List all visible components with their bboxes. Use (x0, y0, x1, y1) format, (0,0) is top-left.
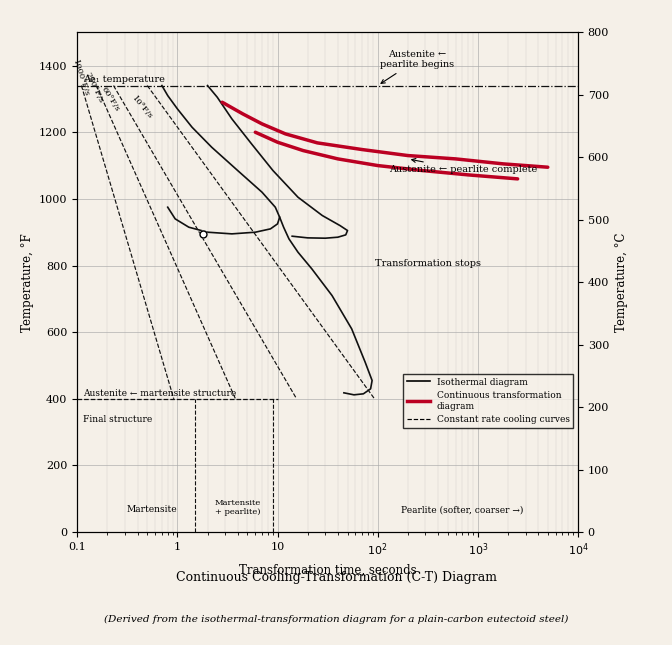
Y-axis label: Temperature, °F: Temperature, °F (21, 233, 34, 332)
Text: Transformation stops: Transformation stops (376, 259, 481, 268)
Legend: Isothermal diagram, Continuous transformation
diagram, Constant rate cooling cur: Isothermal diagram, Continuous transform… (403, 374, 573, 428)
Text: 1000°F/s: 1000°F/s (71, 59, 90, 97)
Text: Ae₁ temperature: Ae₁ temperature (83, 75, 165, 84)
Text: 60°F/s: 60°F/s (100, 85, 121, 113)
Y-axis label: Temperature, °C: Temperature, °C (615, 232, 628, 332)
Text: Austenite ← pearlite complete: Austenite ← pearlite complete (389, 159, 538, 174)
Text: 10°F/s: 10°F/s (130, 95, 154, 121)
Text: (Derived from the isothermal-transformation diagram for a plain-carbon eutectoid: (Derived from the isothermal-transformat… (103, 615, 569, 624)
Text: Austenite ← martensite structure: Austenite ← martensite structure (83, 389, 237, 398)
Text: Pearlite (softer, coarser →): Pearlite (softer, coarser →) (401, 505, 523, 514)
Text: Austenite ←
pearlite begins: Austenite ← pearlite begins (380, 50, 454, 83)
X-axis label: Transformation time, seconds: Transformation time, seconds (239, 564, 417, 577)
Text: Continuous Cooling-Transformation (C-T) Diagram: Continuous Cooling-Transformation (C-T) … (175, 570, 497, 584)
Text: Final structure: Final structure (83, 415, 153, 424)
Text: 250°F/s: 250°F/s (84, 71, 105, 104)
Text: Martensite
+ pearlite): Martensite + pearlite) (214, 499, 261, 516)
Text: Martensite: Martensite (126, 505, 177, 514)
